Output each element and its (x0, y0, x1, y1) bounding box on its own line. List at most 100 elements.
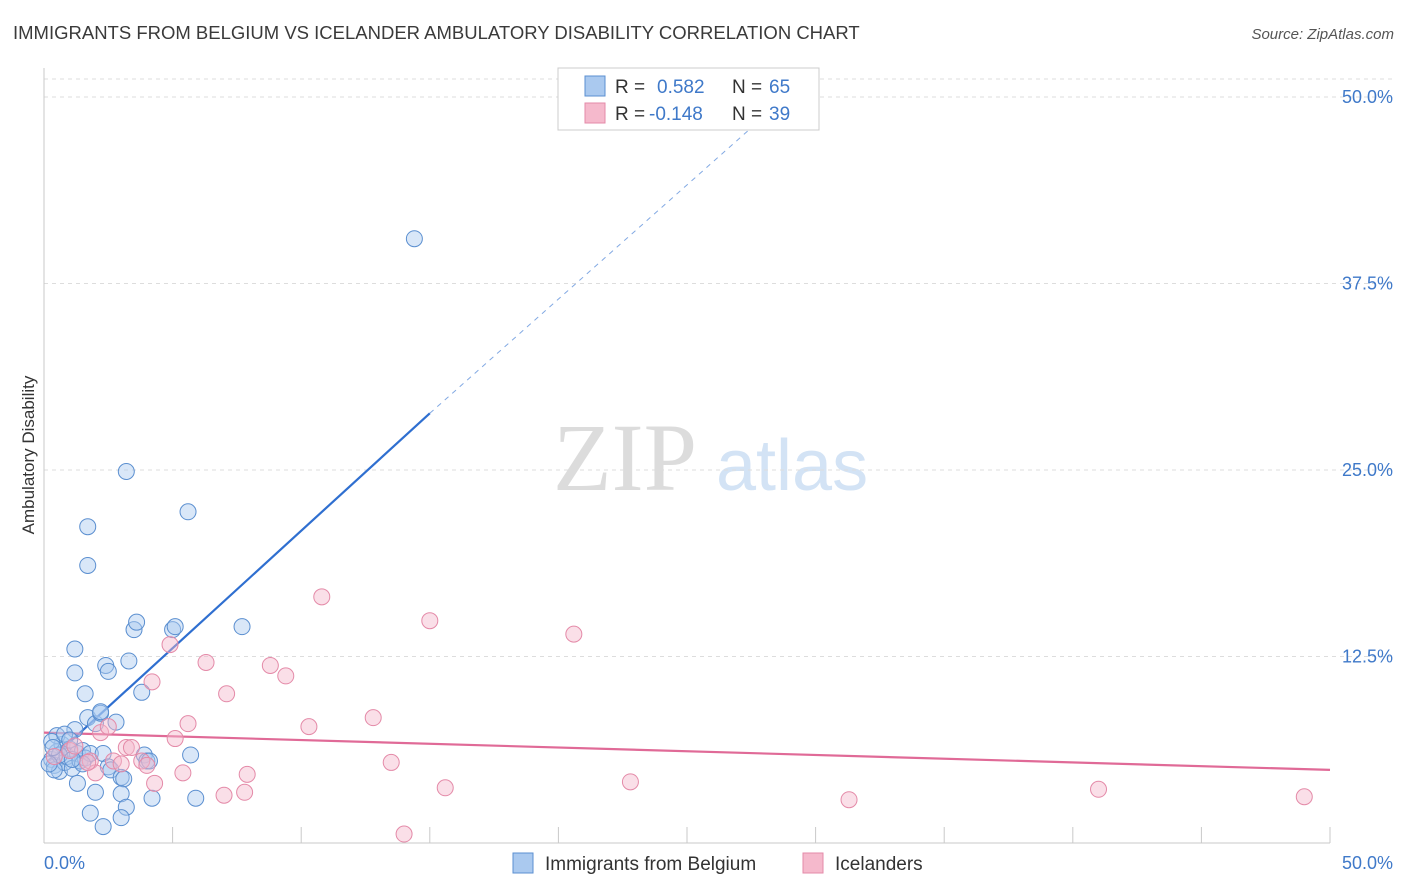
belgium-point-37 (86, 783, 104, 801)
icelander-point-21 (215, 786, 233, 804)
icelander-point-30 (421, 612, 439, 630)
belgium-point-46 (117, 798, 135, 816)
icelander-point-13 (143, 673, 161, 691)
correlation-legend: R = 0.582 N = 65 R = -0.148 N = 39 (557, 67, 820, 131)
bottom-legend-blue-label: Immigrants from Belgium (545, 854, 756, 875)
watermark-zip: ZIP (553, 404, 697, 511)
legend-pink-swatch (584, 102, 606, 124)
icelander-point-0 (45, 747, 63, 765)
belgium-point-59 (187, 789, 205, 807)
y-axis-label: Ambulatory Disability (19, 375, 38, 534)
icelander-point-18 (179, 715, 197, 733)
belgium-point-30 (66, 640, 84, 658)
icelander-point-33 (565, 625, 583, 643)
y-tick-label-1: 25.0% (1342, 460, 1393, 480)
icelander-point-17 (174, 764, 192, 782)
chart-title: IMMIGRANTS FROM BELGIUM VS ICELANDER AMB… (13, 22, 860, 43)
x-tick-labels: 0.0% 50.0% (44, 853, 1393, 873)
belgium-point-29 (66, 664, 84, 682)
icelander-point-37 (1295, 788, 1313, 806)
belgium-point-13 (43, 733, 61, 751)
icelander-point-11 (133, 752, 151, 770)
y-tick-labels: 12.5% 25.0% 37.5% 50.0% (1342, 87, 1393, 667)
icelander-point-23 (238, 765, 256, 783)
data-points (40, 230, 1313, 843)
belgium-point-47 (112, 809, 130, 827)
icelander-point-19 (197, 653, 215, 671)
source-label: Source: ZipAtlas.com (1251, 26, 1394, 43)
bottom-legend-pink-swatch (802, 852, 824, 874)
legend-pink-n-label: N = (732, 104, 762, 125)
legend-blue-n-value: 65 (769, 77, 790, 98)
x-tick-label-0: 0.0% (44, 853, 85, 873)
belgium-point-61 (405, 230, 423, 248)
icelander-point-15 (161, 636, 179, 654)
belgium-point-56 (166, 618, 184, 636)
icelander-point-9 (117, 739, 135, 757)
icelander-point-32 (395, 825, 413, 843)
belgium-point-36 (81, 804, 99, 822)
legend-pink-r-value: -0.148 (649, 104, 703, 125)
axes (43, 68, 1331, 844)
trend-lines (43, 116, 1331, 771)
y-tick-label-2: 37.5% (1342, 274, 1393, 294)
belgium-point-63 (44, 739, 62, 757)
icelander-point-29 (382, 753, 400, 771)
icelander-point-22 (236, 783, 254, 801)
icelander-point-20 (218, 685, 236, 703)
icelander-point-16 (166, 730, 184, 748)
belgium-point-43 (117, 462, 135, 480)
legend-blue-n-label: N = (732, 77, 762, 98)
belgium-point-50 (133, 683, 151, 701)
belgium-point-60 (233, 618, 251, 636)
watermark-atlas: atlas (716, 426, 868, 506)
icelander-point-38 (79, 753, 97, 771)
belgium-point-42 (115, 770, 133, 788)
belgium-point-49 (128, 613, 146, 631)
belgium-point-33 (76, 685, 94, 703)
y-tick-label-0: 12.5% (1342, 647, 1393, 667)
y-tick-label-3: 50.0% (1342, 87, 1393, 107)
belgium-point-58 (182, 746, 200, 764)
icelander-point-26 (300, 718, 318, 736)
legend-pink-r-label: R = (615, 104, 645, 125)
icelander-trend-line (43, 731, 1331, 771)
icelander-point-35 (840, 791, 858, 809)
icelander-point-28 (364, 709, 382, 727)
icelander-point-1 (61, 741, 79, 759)
belgium-point-38 (92, 703, 110, 721)
icelander-point-12 (138, 756, 156, 774)
icelander-point-10 (122, 739, 140, 757)
icelander-point-8 (112, 755, 130, 773)
legend-blue-r-label: R = (615, 77, 645, 98)
icelander-point-6 (99, 718, 117, 736)
bottom-legend-pink-label: Icelanders (835, 854, 923, 875)
legend-blue-swatch (584, 75, 606, 97)
bottom-legend-blue-swatch (512, 852, 534, 874)
belgium-point-55 (164, 621, 182, 639)
icelander-point-31 (436, 779, 454, 797)
icelander-point-34 (621, 773, 639, 791)
belgium-point-34 (79, 518, 97, 536)
gridlines (44, 78, 1392, 657)
series-legend: Immigrants from Belgium Icelanders (512, 852, 923, 875)
belgium-point-40 (99, 662, 117, 680)
legend-pink-n-value: 39 (769, 104, 790, 125)
icelander-point-24 (261, 656, 279, 674)
belgium-trend-extension (429, 116, 765, 414)
icelander-point-25 (277, 667, 295, 685)
legend-blue-r-value: 0.582 (657, 77, 705, 98)
icelander-point-14 (146, 774, 164, 792)
belgium-point-41 (94, 818, 112, 836)
belgium-trend-line (48, 412, 431, 762)
icelander-point-27 (313, 588, 331, 606)
icelander-point-2 (66, 737, 84, 755)
belgium-point-54 (143, 789, 161, 807)
belgium-point-57 (179, 503, 197, 521)
belgium-point-35 (79, 556, 97, 574)
belgium-point-44 (120, 652, 138, 670)
belgium-point-45 (112, 785, 130, 803)
x-tick-label-1: 50.0% (1342, 853, 1393, 873)
icelander-point-36 (1090, 780, 1108, 798)
